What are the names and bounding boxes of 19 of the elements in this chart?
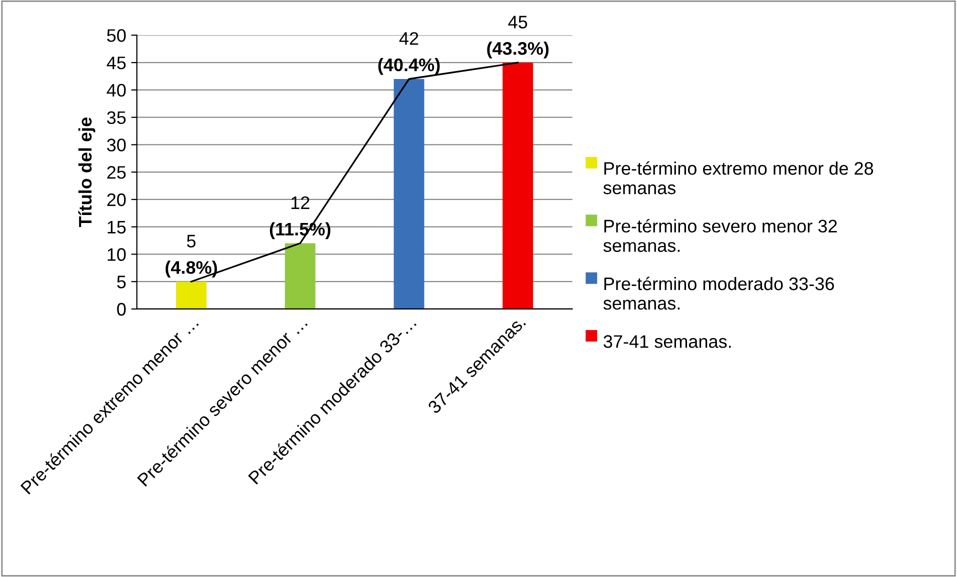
- y-tick-label: 50: [107, 29, 126, 42]
- y-tick-label: 15: [108, 220, 126, 234]
- data-label: 5 (4.8%): [166, 234, 217, 278]
- y-tick-label: 20: [107, 193, 126, 206]
- y-tick-label: 40: [106, 84, 126, 97]
- y-tick-label: 25: [107, 166, 126, 179]
- y-tick-label: 30: [107, 138, 126, 152]
- data-label: 45 (43.3%): [487, 16, 549, 58]
- legend-label: Pre-término severo menor 32 semanas.: [603, 219, 837, 252]
- y-tick-label: 45: [106, 56, 126, 70]
- y-tick-label: 10: [108, 248, 126, 261]
- legend-label: Pre-término extremo menor de 28 semanas: [603, 161, 874, 194]
- data-label: 42 (40.4%): [378, 32, 440, 75]
- legend-label: 37-41 semanas.: [604, 335, 731, 348]
- legend-label: Pre-término moderado 33-36 semanas.: [603, 276, 834, 310]
- y-tick-label: 35: [107, 111, 126, 124]
- y-tick-label: 0: [117, 302, 126, 316]
- y-tick-label: 5: [117, 276, 126, 288]
- y-axis-title: Título del eje: [78, 118, 96, 228]
